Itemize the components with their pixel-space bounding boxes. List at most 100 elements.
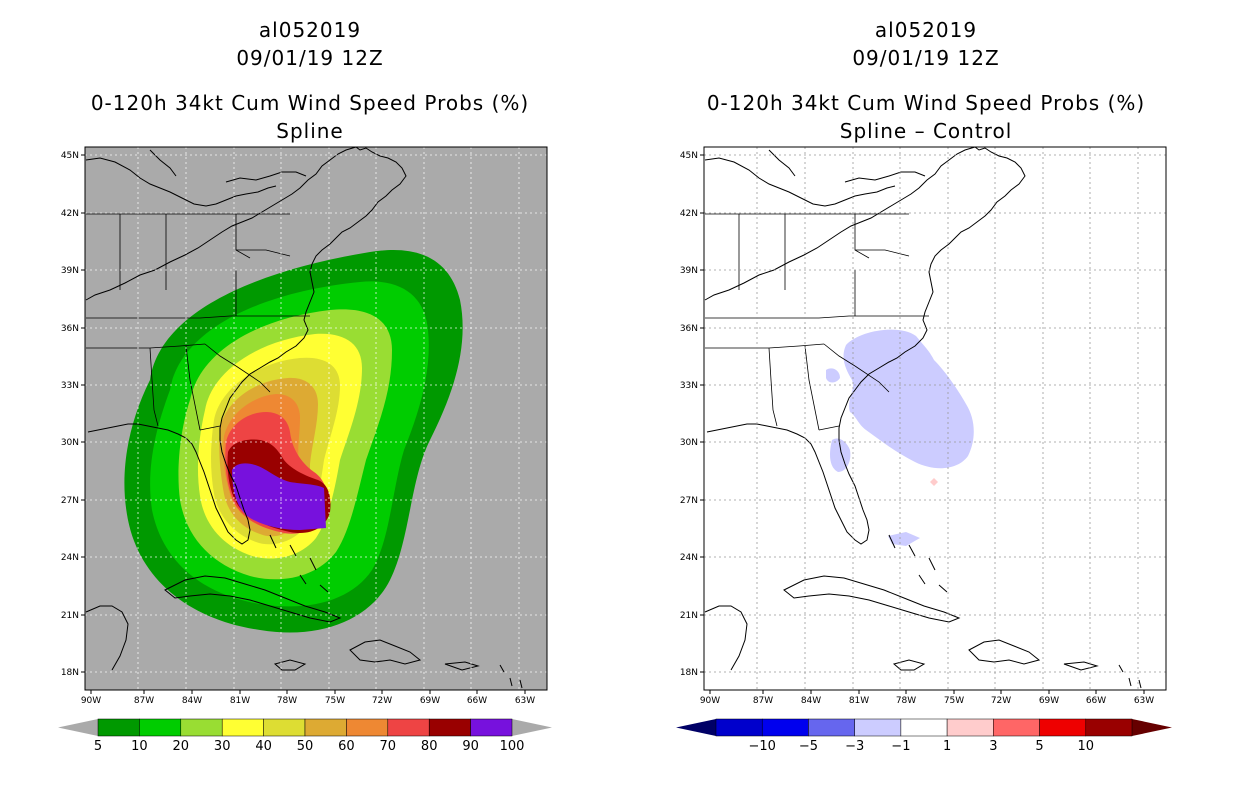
right-grid <box>704 147 1166 690</box>
right-lat-label: 39N <box>680 266 698 276</box>
left-subtitle: Spline <box>276 119 344 143</box>
left-lat-label: 42N <box>61 209 79 219</box>
right-lat-label: 33N <box>680 381 698 391</box>
right-map-frame <box>703 146 1167 691</box>
left-colorbar-swatch <box>346 718 389 737</box>
left-map-frame <box>84 146 548 691</box>
left-lat-label: 45N <box>61 151 79 161</box>
right-colorbar-swatch <box>761 718 809 737</box>
right-colorbar-label: 1 <box>943 739 951 754</box>
left-lon-label: 90W <box>81 696 101 706</box>
left-colorbar-label: 60 <box>338 739 355 754</box>
right-storm-id: al052019 <box>874 18 978 42</box>
left-lat-label: 36N <box>61 324 79 334</box>
right-colorbar-max-arrow <box>1132 719 1172 736</box>
left-colorbar-label: 50 <box>297 739 314 754</box>
right-colorbar-swatch <box>1039 718 1087 737</box>
left-map: 45N 42N 39N 36N 33N 30N 27N 24N 21N 18N 90W 87W 84W 8… <box>61 146 548 706</box>
right-lat-label: 21N <box>680 611 698 621</box>
left-lon-label: 66W <box>467 696 487 706</box>
right-colorbar-swatch <box>854 718 902 737</box>
right-lon-label: 66W <box>1086 696 1106 706</box>
left-colorbar-swatch <box>263 718 306 737</box>
left-lon-label: 81W <box>230 696 250 706</box>
left-colorbar-label: 5 <box>94 739 102 754</box>
left-colorbar-max-arrow <box>512 719 552 736</box>
left-lat-label: 30N <box>61 438 79 448</box>
left-lat-label: 27N <box>61 496 79 506</box>
right-colorbar-label: 5 <box>1035 739 1043 754</box>
right-subtitle: Spline – Control <box>839 119 1013 143</box>
left-colorbar-swatch <box>304 718 347 737</box>
contour-90 <box>232 463 326 530</box>
right-lon-label: 69W <box>1039 696 1059 706</box>
right-colorbar-swatch <box>993 718 1040 737</box>
left-colorbar-label: 90 <box>462 739 479 754</box>
left-colorbar-min-arrow <box>58 719 98 736</box>
right-lon-label: 87W <box>753 696 773 706</box>
left-lon-label: 84W <box>182 696 202 706</box>
right-colorbar-label: −10 <box>749 739 776 754</box>
left-lat-label: 18N <box>61 668 79 678</box>
left-colorbar-label: 40 <box>255 739 272 754</box>
left-colorbar-swatch <box>97 718 140 737</box>
left-colorbar-label: 30 <box>214 739 231 754</box>
left-colorbar-swatch <box>470 718 513 737</box>
right-lat-label: 24N <box>680 553 698 563</box>
right-colorbar-label: −5 <box>799 739 818 754</box>
left-colorbar-label: 70 <box>380 739 397 754</box>
left-probability-contours <box>85 147 547 690</box>
left-colorbar-swatch <box>428 718 471 737</box>
right-lon-label: 90W <box>700 696 720 706</box>
right-lat-label: 30N <box>680 438 698 448</box>
left-axis-ticks: 45N 42N 39N 36N 33N 30N 27N 24N 21N 18N 90W 87W 84W 8… <box>61 151 535 706</box>
right-lon-label: 75W <box>944 696 964 706</box>
left-colorbar-label: 80 <box>421 739 438 754</box>
left-storm-id: al052019 <box>258 18 362 42</box>
left-colorbar-swatch <box>221 718 264 737</box>
right-colorbar-min-arrow <box>676 719 716 736</box>
left-grid <box>85 147 547 690</box>
right-colorbar-label: −1 <box>891 739 910 754</box>
left-lat-label: 33N <box>61 381 79 391</box>
right-lat-label: 27N <box>680 496 698 506</box>
left-colorbar: 5 10 20 30 40 50 60 70 80 90 100 <box>58 718 552 754</box>
left-colorbar-swatch <box>180 718 223 737</box>
left-lon-label: 78W <box>277 696 297 706</box>
right-lat-label: 18N <box>680 668 698 678</box>
left-colorbar-label: 100 <box>500 739 525 754</box>
right-lon-label: 84W <box>801 696 821 706</box>
right-lat-label: 42N <box>680 209 698 219</box>
left-datetime: 09/01/19 12Z <box>236 46 384 70</box>
left-colorbar-swatch <box>387 718 430 737</box>
right-colorbar-swatch <box>808 718 855 737</box>
diff-plus-1-region <box>930 478 938 486</box>
right-colorbar-label: 3 <box>989 739 997 754</box>
left-lon-label: 75W <box>325 696 345 706</box>
right-lon-label: 81W <box>849 696 869 706</box>
right-colorbar-swatch <box>715 718 763 737</box>
right-datetime: 09/01/19 12Z <box>852 46 1000 70</box>
diff-minus-1-region-west <box>826 368 840 383</box>
left-colorbar-label: 10 <box>131 739 148 754</box>
left-lat-label: 24N <box>61 553 79 563</box>
right-difference-contours <box>704 147 1166 690</box>
right-lon-label: 63W <box>1134 696 1154 706</box>
right-colorbar-swatch <box>1085 718 1133 737</box>
left-product-title: 0-120h 34kt Cum Wind Speed Probs (%) <box>90 91 530 115</box>
right-colorbar-label: −3 <box>845 739 864 754</box>
right-colorbar: −10 −5 −3 −1 1 3 5 10 <box>676 718 1172 754</box>
right-colorbar-label: 10 <box>1078 739 1095 754</box>
right-lat-label: 36N <box>680 324 698 334</box>
diff-minus-1-region-main <box>843 329 974 469</box>
right-colorbar-swatch <box>900 718 948 737</box>
right-lon-label: 72W <box>991 696 1011 706</box>
right-colorbar-swatch <box>946 718 994 737</box>
left-lon-label: 69W <box>420 696 440 706</box>
left-colorbar-swatch <box>139 718 182 737</box>
left-lon-label: 63W <box>515 696 535 706</box>
right-lat-label: 45N <box>680 151 698 161</box>
left-lon-label: 72W <box>372 696 392 706</box>
left-lat-label: 39N <box>61 266 79 276</box>
right-lon-label: 78W <box>896 696 916 706</box>
